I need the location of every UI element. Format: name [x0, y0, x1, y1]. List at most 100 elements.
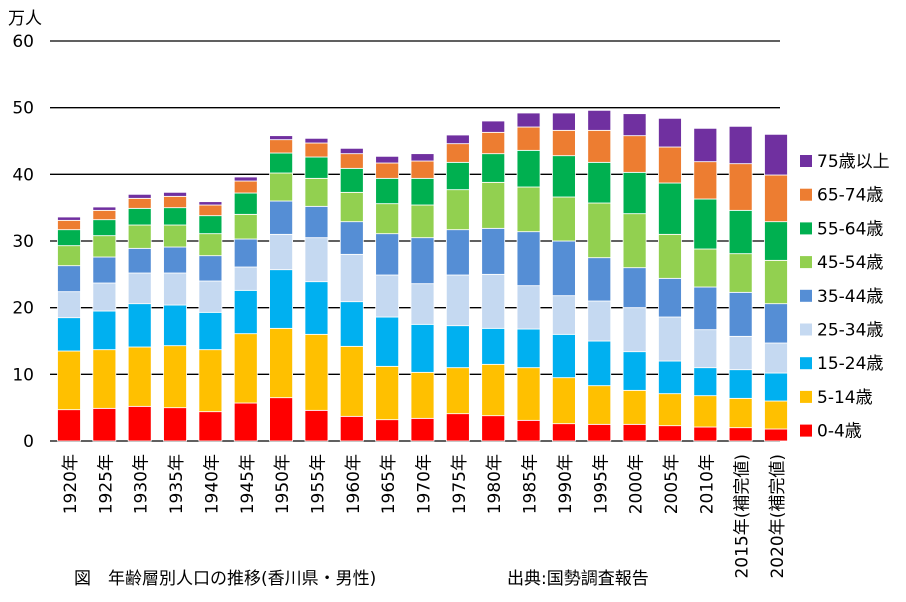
x-tick-label: 1955年	[308, 454, 328, 514]
bar-segment	[552, 196, 576, 242]
legend-swatch	[800, 256, 812, 269]
bar-segment	[552, 129, 576, 157]
bar-segment	[728, 369, 753, 399]
bar-segment	[516, 285, 541, 330]
bar-segment	[339, 147, 364, 155]
bar-segment	[481, 327, 506, 365]
bar-segment	[198, 349, 223, 413]
bar-segment	[410, 371, 435, 419]
bar-segment	[481, 363, 506, 417]
bar-segment	[57, 350, 81, 411]
bar-segment	[92, 349, 117, 409]
legend-label: 65-74歳	[817, 186, 883, 206]
bar-segment	[233, 180, 258, 194]
bar-segment	[622, 389, 647, 425]
bar-segment	[552, 295, 576, 335]
bar-segment	[304, 156, 329, 179]
x-tick-label: 2010年	[697, 454, 717, 514]
bar-segment	[163, 304, 187, 347]
bar-segment	[693, 367, 718, 397]
bar-segment	[163, 345, 187, 409]
bar-segment	[516, 126, 541, 151]
bar-segment	[127, 193, 152, 199]
bar-segment	[481, 181, 506, 229]
bar-segment	[198, 233, 223, 257]
x-tick-label: 2000年	[627, 454, 647, 514]
bar-segment	[375, 316, 400, 367]
bar-segment	[198, 311, 223, 351]
bar-segment	[552, 333, 576, 379]
bar-segment	[516, 419, 541, 442]
bar-segment	[728, 163, 753, 211]
bar-segment	[304, 281, 329, 335]
bar-segment	[445, 325, 470, 369]
bar-segment	[658, 233, 682, 279]
bar-segment	[198, 204, 223, 217]
x-tick-label: 1925年	[96, 454, 116, 514]
legend-swatch	[800, 289, 812, 302]
bar-segment	[587, 340, 612, 387]
x-tick-label: 1935年	[167, 454, 187, 514]
bar-segment	[587, 300, 612, 342]
bar-segment	[304, 137, 329, 144]
bar-segment	[304, 333, 329, 411]
bar-segment	[445, 143, 470, 163]
legend-swatch	[800, 424, 812, 437]
bar-segment	[269, 269, 294, 329]
bar-segment	[339, 221, 364, 255]
bar-segment	[375, 177, 400, 205]
bar-segment	[658, 360, 682, 395]
bar-segment	[481, 131, 506, 155]
bar-segment	[57, 229, 81, 247]
bar-segment	[375, 233, 400, 276]
legend-label: 25-34歳	[817, 321, 883, 341]
bar-segment	[127, 272, 152, 305]
source-note: 出典:国勢調査報告	[507, 569, 649, 589]
bar-segment	[410, 283, 435, 325]
bar-segment	[728, 209, 753, 255]
x-tick-label: 1995年	[591, 454, 611, 514]
bar-segment	[304, 142, 329, 158]
bar-segment	[163, 224, 187, 248]
bar-segment	[552, 377, 576, 425]
bar-segment	[304, 237, 329, 283]
bar-segment	[552, 240, 576, 297]
bar-segment	[516, 328, 541, 369]
bar-segment	[57, 317, 81, 352]
bar-segment	[728, 335, 753, 371]
x-tick-label: 1950年	[273, 454, 293, 514]
bar-segment	[127, 197, 152, 209]
bar-segment	[658, 393, 682, 427]
bar-segment	[233, 402, 258, 442]
bar-segment	[622, 135, 647, 173]
bar-segment	[410, 153, 435, 162]
y-tick-label: 60	[12, 32, 34, 52]
bar-segment	[481, 120, 506, 133]
bar-segment	[764, 372, 788, 402]
legend-label: 75歳以上	[817, 152, 890, 172]
bar-segment	[269, 327, 294, 399]
legend-label: 45-54歳	[817, 253, 883, 273]
x-tick-label: 1945年	[238, 454, 258, 514]
x-tick-label: 1960年	[344, 454, 364, 514]
bar-segment	[410, 417, 435, 442]
bar-segment	[764, 303, 788, 344]
y-tick-label: 40	[12, 165, 34, 185]
bar-segment	[587, 109, 612, 131]
bar-segment	[622, 213, 647, 269]
legend-swatch	[800, 390, 812, 403]
bar-segment	[92, 209, 117, 221]
bar-segment	[445, 189, 470, 231]
bar-segment	[693, 161, 718, 200]
bar-segment	[198, 201, 223, 206]
bar-segment	[764, 133, 788, 176]
bar-segment	[481, 415, 506, 442]
bar-segment	[198, 411, 223, 442]
bar-segment	[764, 221, 788, 261]
y-axis-unit-label: 万人	[8, 9, 42, 29]
bar-segment	[339, 167, 364, 193]
bar-segment	[269, 397, 294, 442]
bar-segment	[57, 216, 81, 221]
legend-swatch	[800, 155, 812, 167]
bar-segment	[445, 274, 470, 327]
